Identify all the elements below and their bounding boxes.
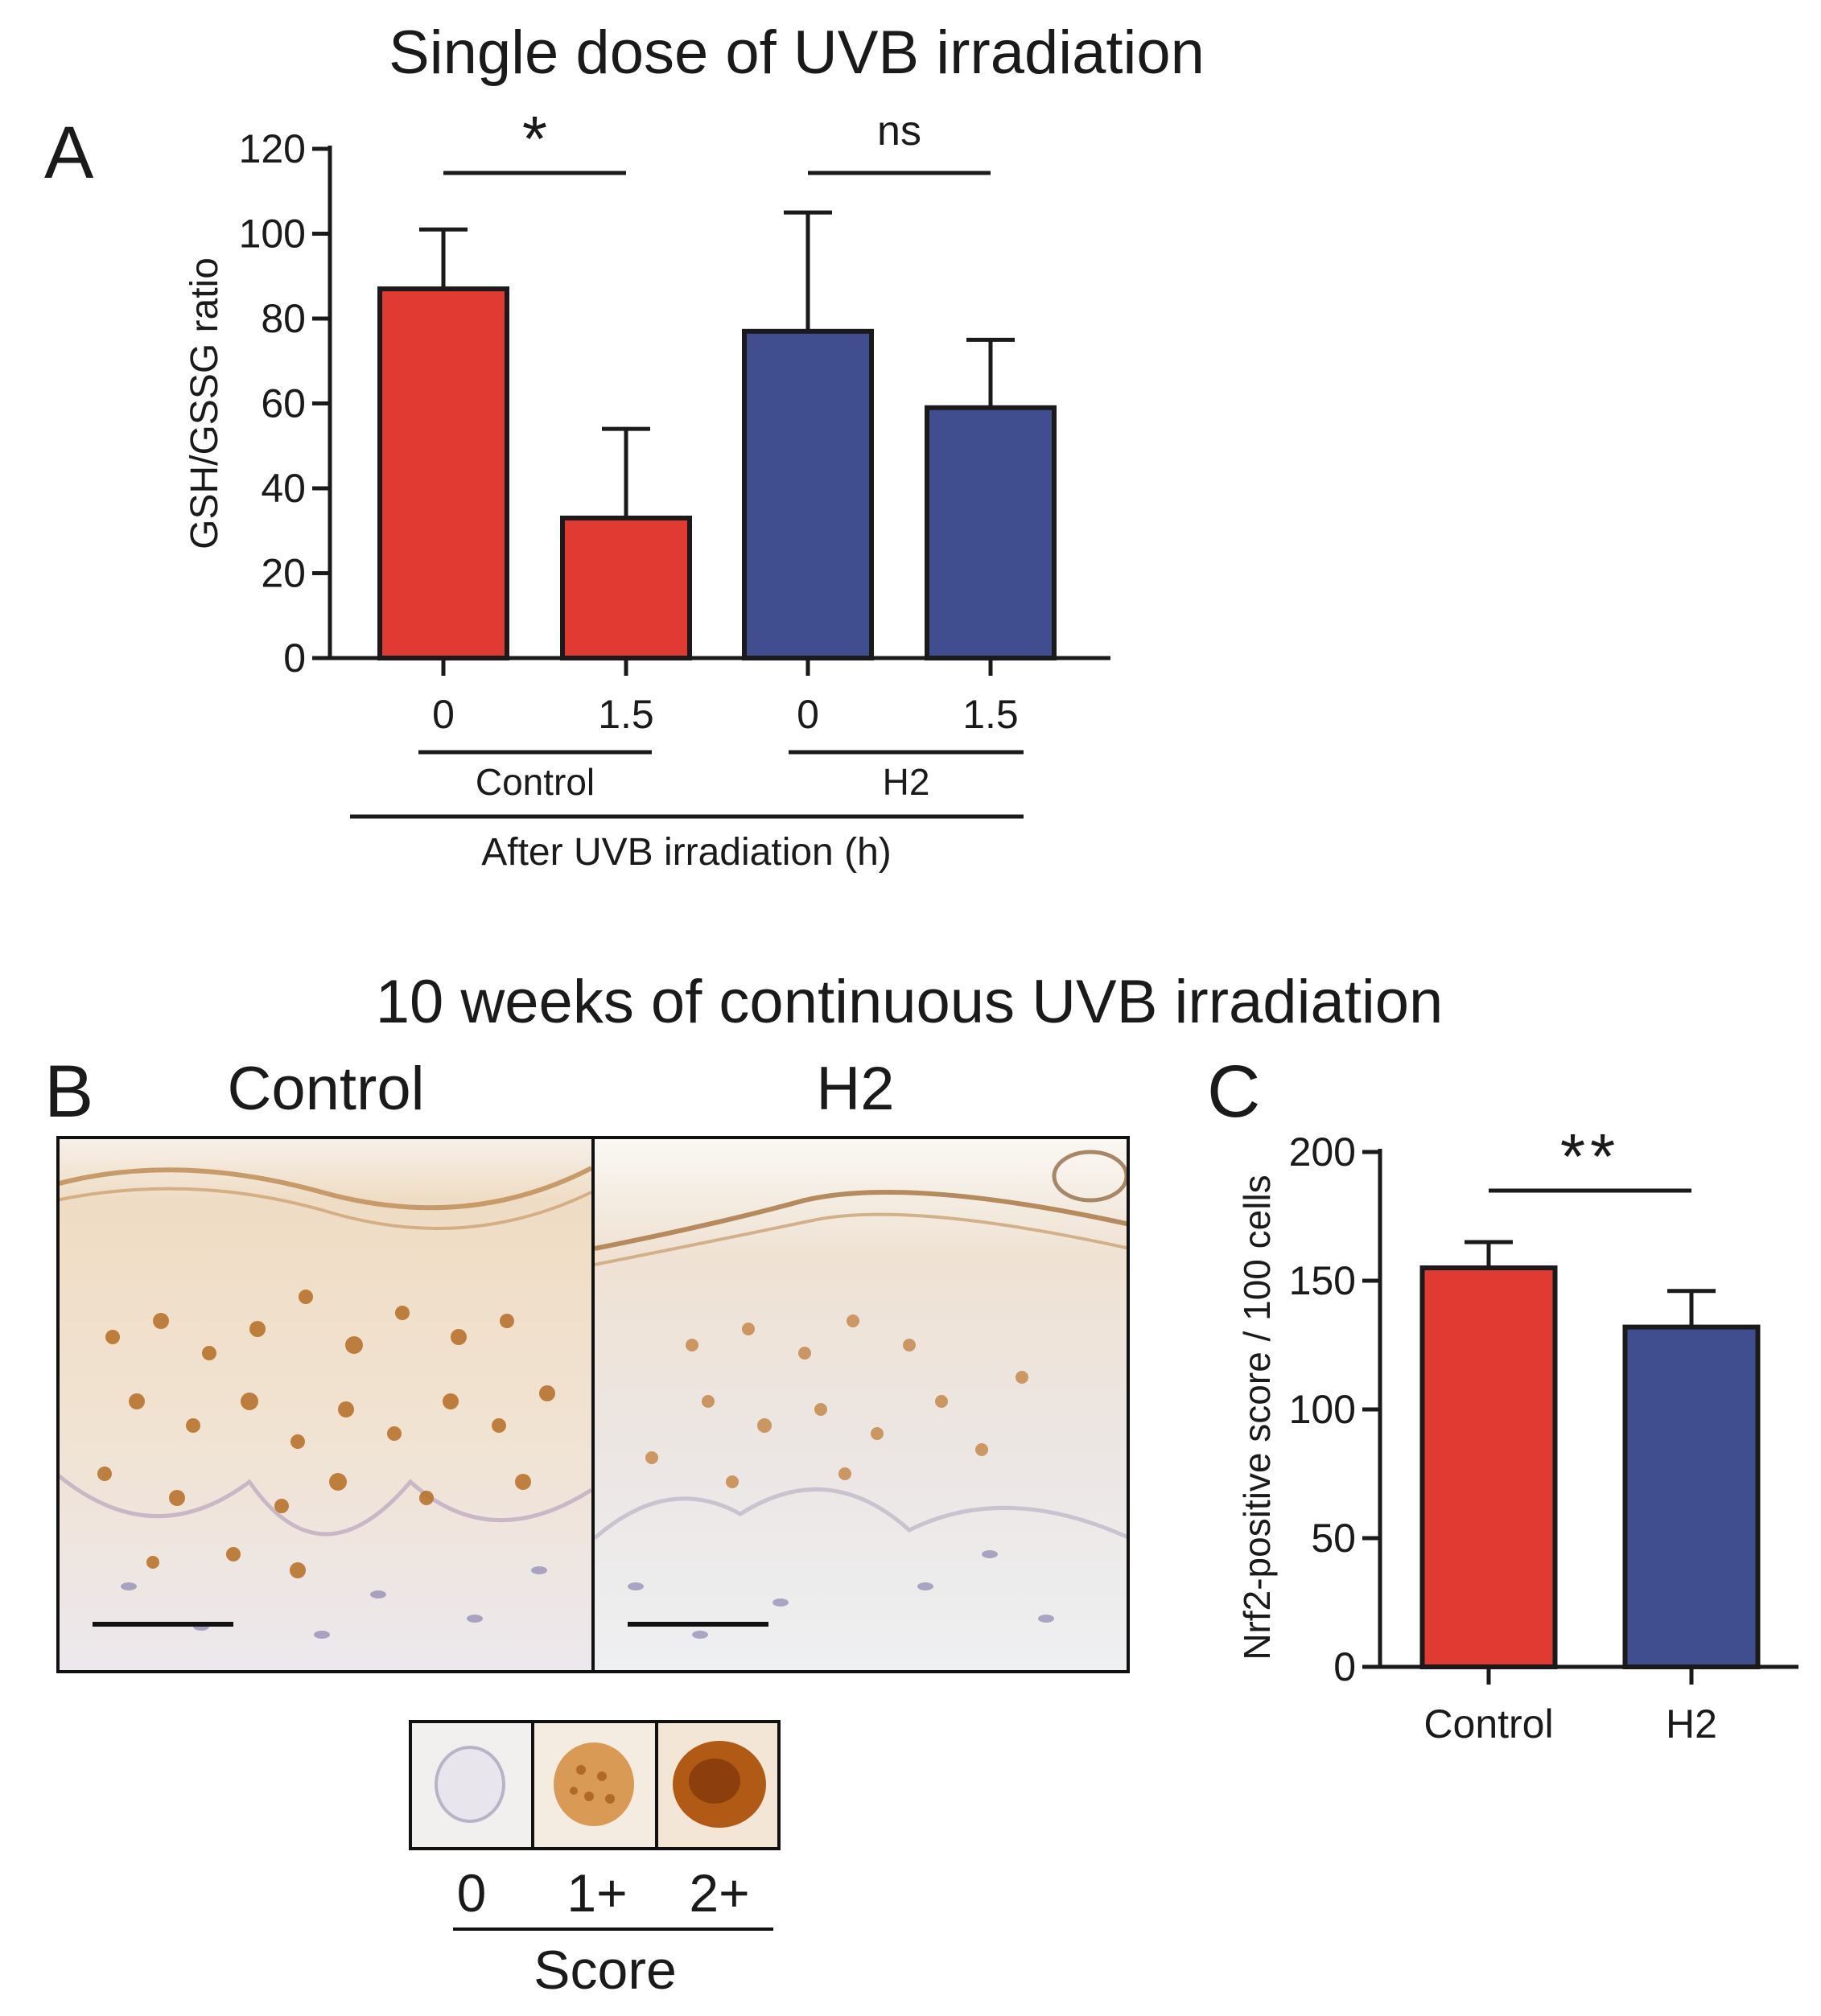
significance-label-a: * xyxy=(522,103,547,175)
y-tick-label-c: 0 xyxy=(1333,1644,1356,1689)
significance-label-a: ns xyxy=(877,108,921,154)
group-label-a: Control xyxy=(476,761,595,803)
panel-c-label: C xyxy=(1207,1051,1261,1133)
x-tick-label-a: 1.5 xyxy=(598,692,654,737)
x-axis-title-a: After UVB irradiation (h) xyxy=(481,831,892,874)
x-tick-label-a: 0 xyxy=(797,692,819,737)
score-label-1: 1+ xyxy=(566,1863,628,1923)
x-tick-label-c: Control xyxy=(1423,1701,1553,1747)
significance-label-c: ** xyxy=(1560,1121,1620,1192)
y-tick-label-c: 100 xyxy=(1289,1387,1356,1432)
panel-b-title: 10 weeks of continuous UVB irradiation xyxy=(375,968,1444,1036)
panel-a-title: Single dose of UVB irradiation xyxy=(389,19,1205,87)
y-axis-title-c: Nrf2-positive score / 100 cells xyxy=(1236,1175,1278,1660)
y-tick-label-c: 50 xyxy=(1311,1516,1356,1561)
bar-a xyxy=(377,286,509,660)
bar-a xyxy=(560,515,692,660)
panel-a-label: A xyxy=(44,112,94,194)
bar-a xyxy=(925,405,1057,660)
y-axis-title-a: GSH/GSSG ratio xyxy=(183,257,226,549)
micrograph-pair xyxy=(56,1136,1130,1673)
y-tick-label-a: 60 xyxy=(261,381,306,426)
x-tick-label-c: H2 xyxy=(1666,1701,1717,1747)
micrograph-h2 xyxy=(593,1136,1130,1673)
y-tick-label-a: 100 xyxy=(239,212,306,257)
score-label-2: 2+ xyxy=(689,1863,750,1923)
chart-a: 0 20 40 60 80 100 120 GSH/GSSG ratio 0 1.5 0 1.5 * ns… xyxy=(183,103,1110,874)
group-label-a: H2 xyxy=(883,761,930,803)
micrograph-control xyxy=(56,1136,593,1673)
chart-c: 0 50 100 150 200 Nrf2-positive score / 100 ce… xyxy=(1236,1121,1798,1747)
score-title: Score xyxy=(534,1940,677,2001)
panel-b-label: B xyxy=(44,1051,94,1133)
bar-a xyxy=(742,328,874,660)
y-tick-label-a: 40 xyxy=(261,466,306,511)
y-tick-label-c: 150 xyxy=(1289,1258,1356,1303)
score-0-nucleus xyxy=(435,1746,505,1823)
y-tick-label-a: 20 xyxy=(261,551,306,596)
y-tick-label-c: 200 xyxy=(1289,1129,1356,1175)
y-tick-label-a: 80 xyxy=(261,296,306,341)
score-label-0: 0 xyxy=(456,1863,487,1923)
x-tick-label-a: 0 xyxy=(432,692,455,737)
micrograph-h2-label: H2 xyxy=(816,1055,895,1123)
y-tick-label-a: 0 xyxy=(283,636,306,681)
score-1-nucleus xyxy=(554,1742,634,1826)
x-tick-label-a: 1.5 xyxy=(962,692,1019,737)
y-tick-label-a: 120 xyxy=(239,126,306,171)
bar-c xyxy=(1419,1265,1558,1669)
score-legend-thumbnails xyxy=(409,1720,781,1850)
micrograph-control-label: Control xyxy=(227,1055,425,1123)
score-group-line xyxy=(453,1928,773,1931)
bar-c xyxy=(1622,1324,1761,1669)
